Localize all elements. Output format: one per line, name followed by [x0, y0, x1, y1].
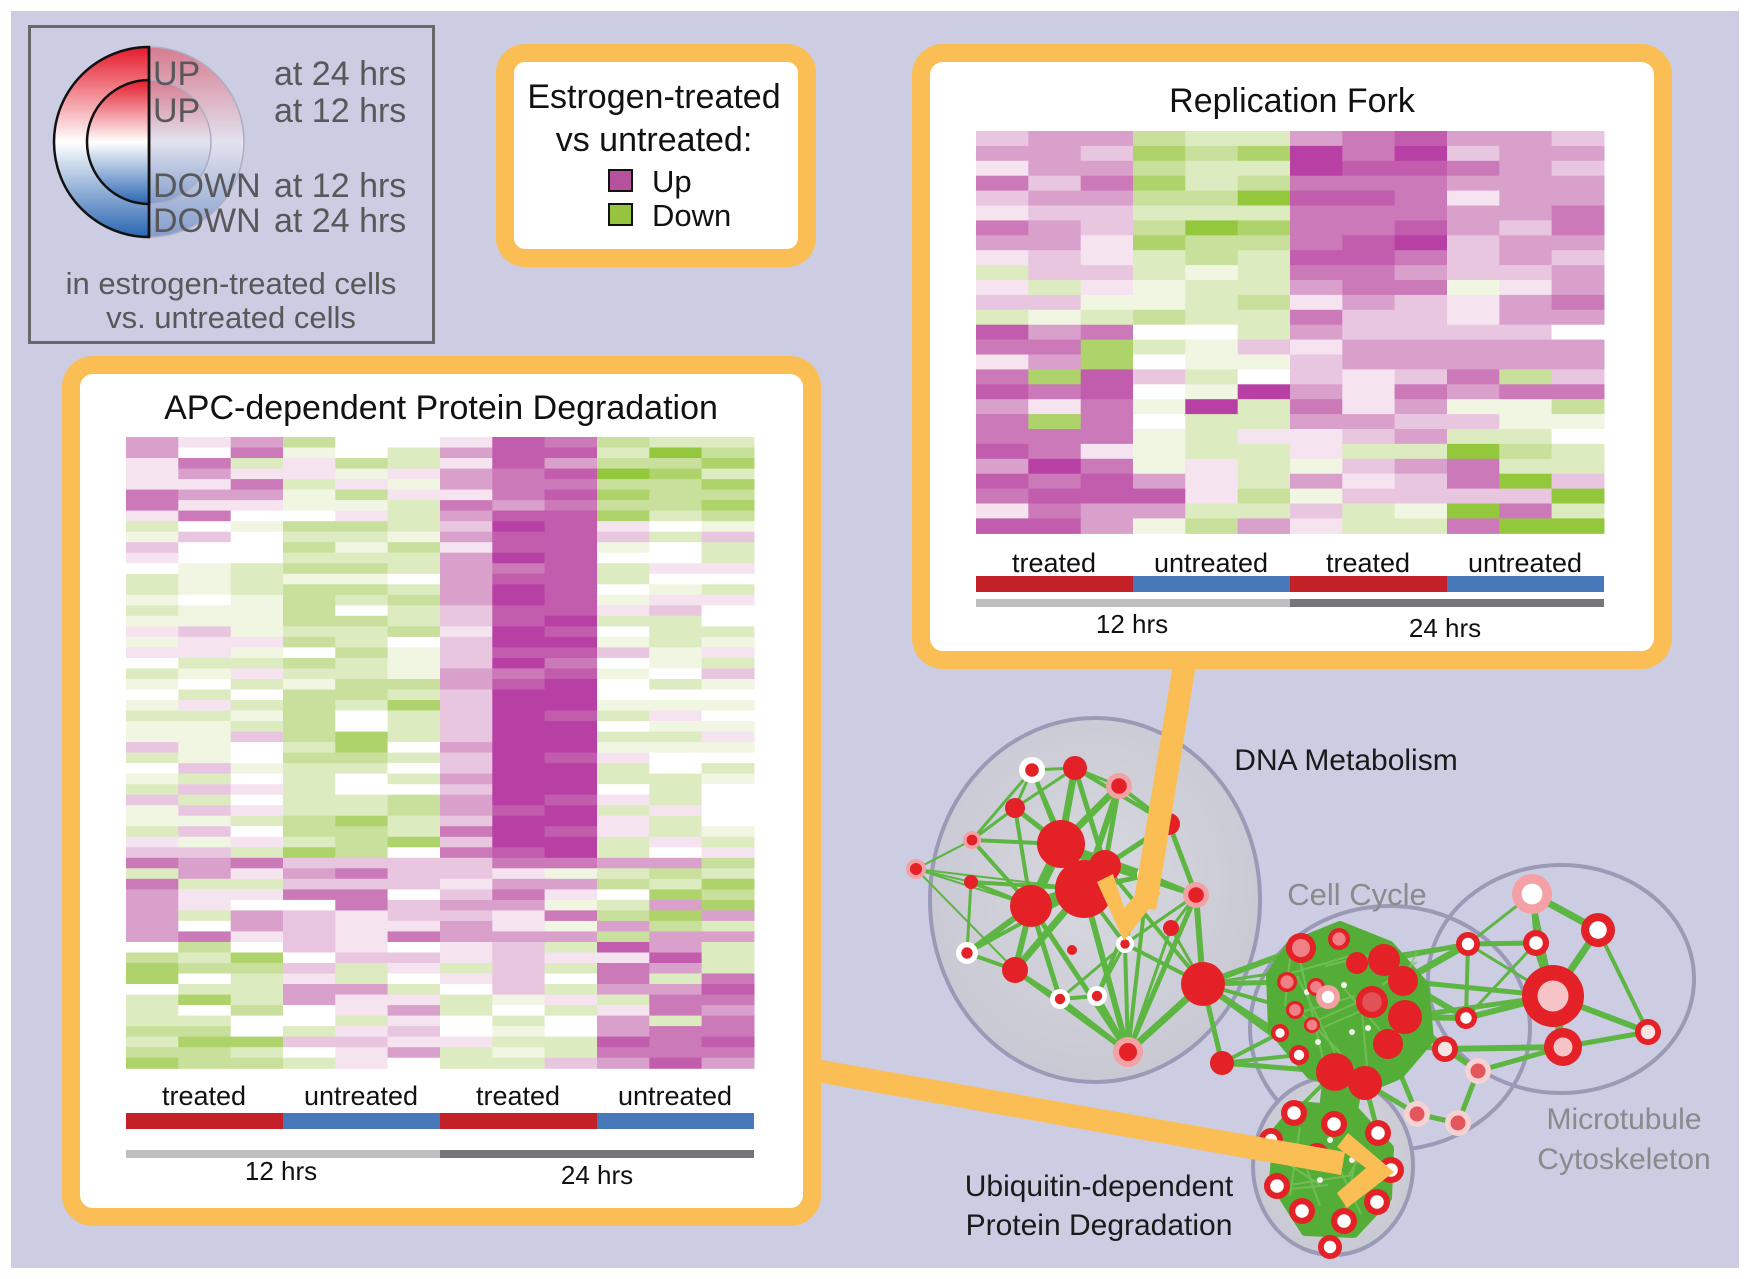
- svg-text:treated: treated: [162, 1081, 246, 1111]
- svg-text:untreated: untreated: [304, 1081, 418, 1111]
- svg-text:Cell Cycle: Cell Cycle: [1287, 877, 1427, 912]
- svg-text:at 12 hrs: at 12 hrs: [274, 92, 406, 130]
- svg-text:Estrogen-treated: Estrogen-treated: [527, 78, 780, 116]
- svg-text:UP: UP: [153, 92, 200, 130]
- svg-text:in estrogen-treated cells: in estrogen-treated cells: [66, 266, 397, 301]
- svg-text:vs untreated:: vs untreated:: [556, 121, 753, 159]
- svg-text:24 hrs: 24 hrs: [561, 1160, 633, 1190]
- svg-text:24 hrs: 24 hrs: [1409, 613, 1481, 643]
- svg-text:treated: treated: [1012, 548, 1096, 578]
- svg-text:Ubiquitin-dependent: Ubiquitin-dependent: [965, 1170, 1234, 1203]
- svg-text:Cytoskeleton: Cytoskeleton: [1537, 1143, 1710, 1176]
- svg-text:12 hrs: 12 hrs: [1096, 609, 1168, 639]
- svg-text:at 12 hrs: at 12 hrs: [274, 167, 406, 205]
- svg-text:untreated: untreated: [1468, 548, 1582, 578]
- svg-text:UP: UP: [153, 55, 200, 93]
- svg-text:at 24 hrs: at 24 hrs: [274, 55, 406, 93]
- svg-text:Down: Down: [652, 198, 731, 233]
- svg-text:vs. untreated cells: vs. untreated cells: [106, 300, 356, 335]
- svg-text:Up: Up: [652, 164, 692, 199]
- svg-text:untreated: untreated: [1154, 548, 1268, 578]
- svg-text:Microtubule: Microtubule: [1546, 1103, 1701, 1136]
- svg-text:untreated: untreated: [618, 1081, 732, 1111]
- svg-text:treated: treated: [476, 1081, 560, 1111]
- svg-text:DNA Metabolism: DNA Metabolism: [1234, 744, 1457, 777]
- svg-text:Replication Fork: Replication Fork: [1169, 82, 1416, 120]
- svg-text:DOWN: DOWN: [153, 167, 261, 205]
- svg-text:at 24 hrs: at 24 hrs: [274, 202, 406, 240]
- svg-text:treated: treated: [1326, 548, 1410, 578]
- svg-text:DOWN: DOWN: [153, 202, 261, 240]
- svg-text:12 hrs: 12 hrs: [245, 1156, 317, 1186]
- svg-text:APC-dependent Protein Degradat: APC-dependent Protein Degradation: [164, 389, 718, 427]
- svg-text:Protein Degradation: Protein Degradation: [966, 1209, 1233, 1242]
